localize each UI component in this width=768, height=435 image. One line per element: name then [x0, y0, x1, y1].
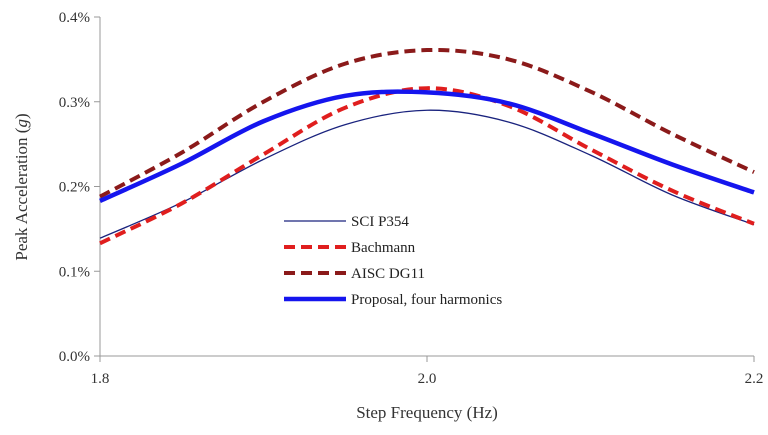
- y-tick-label: 0.2%: [59, 180, 90, 196]
- legend-label-aisc-dg11: AISC DG11: [351, 266, 425, 282]
- y-tick-label: 0.1%: [59, 264, 90, 280]
- series-line-sci-p354: [99, 109, 755, 239]
- y-axis-title-prefix: Peak Acceleration (: [12, 127, 31, 260]
- y-axis-ticks: 0.0% 0.1% 0.2% 0.3% 0.4%: [59, 10, 100, 365]
- y-axis-title-unit: g: [12, 119, 31, 128]
- legend-label-proposal: Proposal, four harmonics: [351, 292, 502, 308]
- x-axis-title: Step Frequency (Hz): [356, 403, 498, 422]
- x-tick-label: 2.2: [745, 371, 764, 387]
- x-tick-label: 2.0: [418, 371, 437, 387]
- series-layer: [99, 47, 755, 246]
- y-tick-label: 0.3%: [59, 95, 90, 111]
- y-tick-label: 0.0%: [59, 349, 90, 365]
- y-axis-title: Peak Acceleration (g): [12, 113, 31, 260]
- series-line-proposal: [99, 89, 755, 203]
- series-line-aisc-dg11: [99, 47, 755, 199]
- y-axis-title-suffix: ): [12, 113, 31, 119]
- x-tick-label: 1.8: [91, 371, 110, 387]
- legend: SCI P354 Bachmann AISC DG11 Proposal, fo…: [284, 214, 502, 308]
- legend-label-bachmann: Bachmann: [351, 240, 416, 256]
- series-line-bachmann: [99, 86, 755, 246]
- x-axis-ticks: 1.8 2.0 2.2: [91, 356, 764, 387]
- legend-label-sci-p354: SCI P354: [351, 214, 409, 230]
- y-tick-label: 0.4%: [59, 10, 90, 26]
